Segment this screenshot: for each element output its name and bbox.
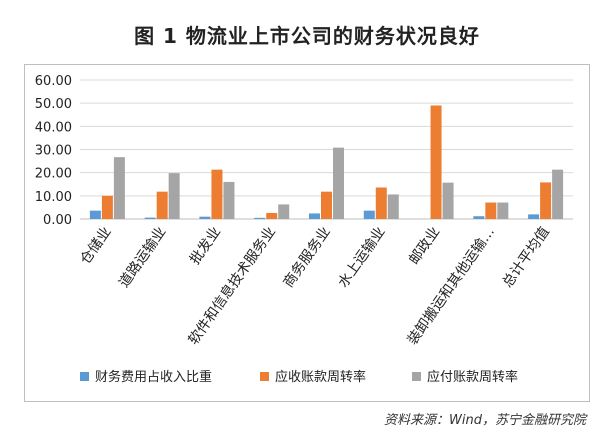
- y-tick-label: 10.00: [35, 190, 72, 205]
- bar: [144, 217, 156, 219]
- bar: [363, 210, 375, 219]
- bar: [309, 213, 320, 219]
- bar: [540, 182, 552, 219]
- legend-swatch: [80, 372, 89, 381]
- bar: [552, 169, 564, 219]
- bar: [430, 105, 442, 219]
- x-tick-label: 道路运输业: [116, 224, 169, 291]
- bar: [113, 157, 125, 219]
- bar: [442, 182, 454, 219]
- x-tick-label: 商务服务业: [281, 224, 334, 291]
- bar: [101, 195, 113, 219]
- y-tick-label: 30.00: [35, 144, 72, 159]
- chart-title: 图 1 物流业上市公司的财务状况良好: [134, 24, 480, 48]
- bar: [473, 216, 485, 219]
- legend-label: 财务费用占收入比重: [95, 369, 212, 385]
- legend-swatch: [260, 372, 269, 381]
- bar: [333, 147, 344, 219]
- bar: [387, 194, 399, 219]
- y-tick-label: 0.00: [43, 213, 72, 228]
- y-tick-label: 20.00: [35, 167, 72, 182]
- bar: [528, 214, 540, 219]
- bar: [278, 204, 290, 219]
- chart-frame: [24, 64, 590, 402]
- legend-swatch: [412, 372, 421, 381]
- x-tick-label: 仓储业: [77, 224, 114, 268]
- bar: [211, 169, 223, 219]
- source-note: 资料来源：Wind，苏宁金融研究院: [384, 413, 586, 428]
- x-tick-label: 水上运输业: [335, 224, 388, 291]
- legend-label: 应收账款周转率: [275, 369, 366, 385]
- bar: [497, 202, 509, 219]
- bar: [168, 173, 180, 219]
- y-tick-label: 50.00: [35, 97, 72, 112]
- x-tick-label: 总计平均值: [500, 224, 553, 291]
- y-tick-label: 60.00: [35, 74, 72, 89]
- x-tick-label: 批发业: [187, 224, 224, 268]
- x-tick-label: 邮政业: [406, 224, 443, 268]
- y-tick-label: 40.00: [35, 120, 72, 135]
- legend-label: 应付账款周转率: [427, 369, 518, 385]
- bar: [375, 187, 387, 219]
- bar: [156, 191, 168, 219]
- bar: [485, 202, 497, 219]
- bar: [223, 181, 235, 219]
- bar: [254, 217, 266, 219]
- bar: [199, 216, 211, 219]
- bar: [89, 210, 101, 219]
- bar: [321, 191, 332, 219]
- bar: [266, 212, 278, 219]
